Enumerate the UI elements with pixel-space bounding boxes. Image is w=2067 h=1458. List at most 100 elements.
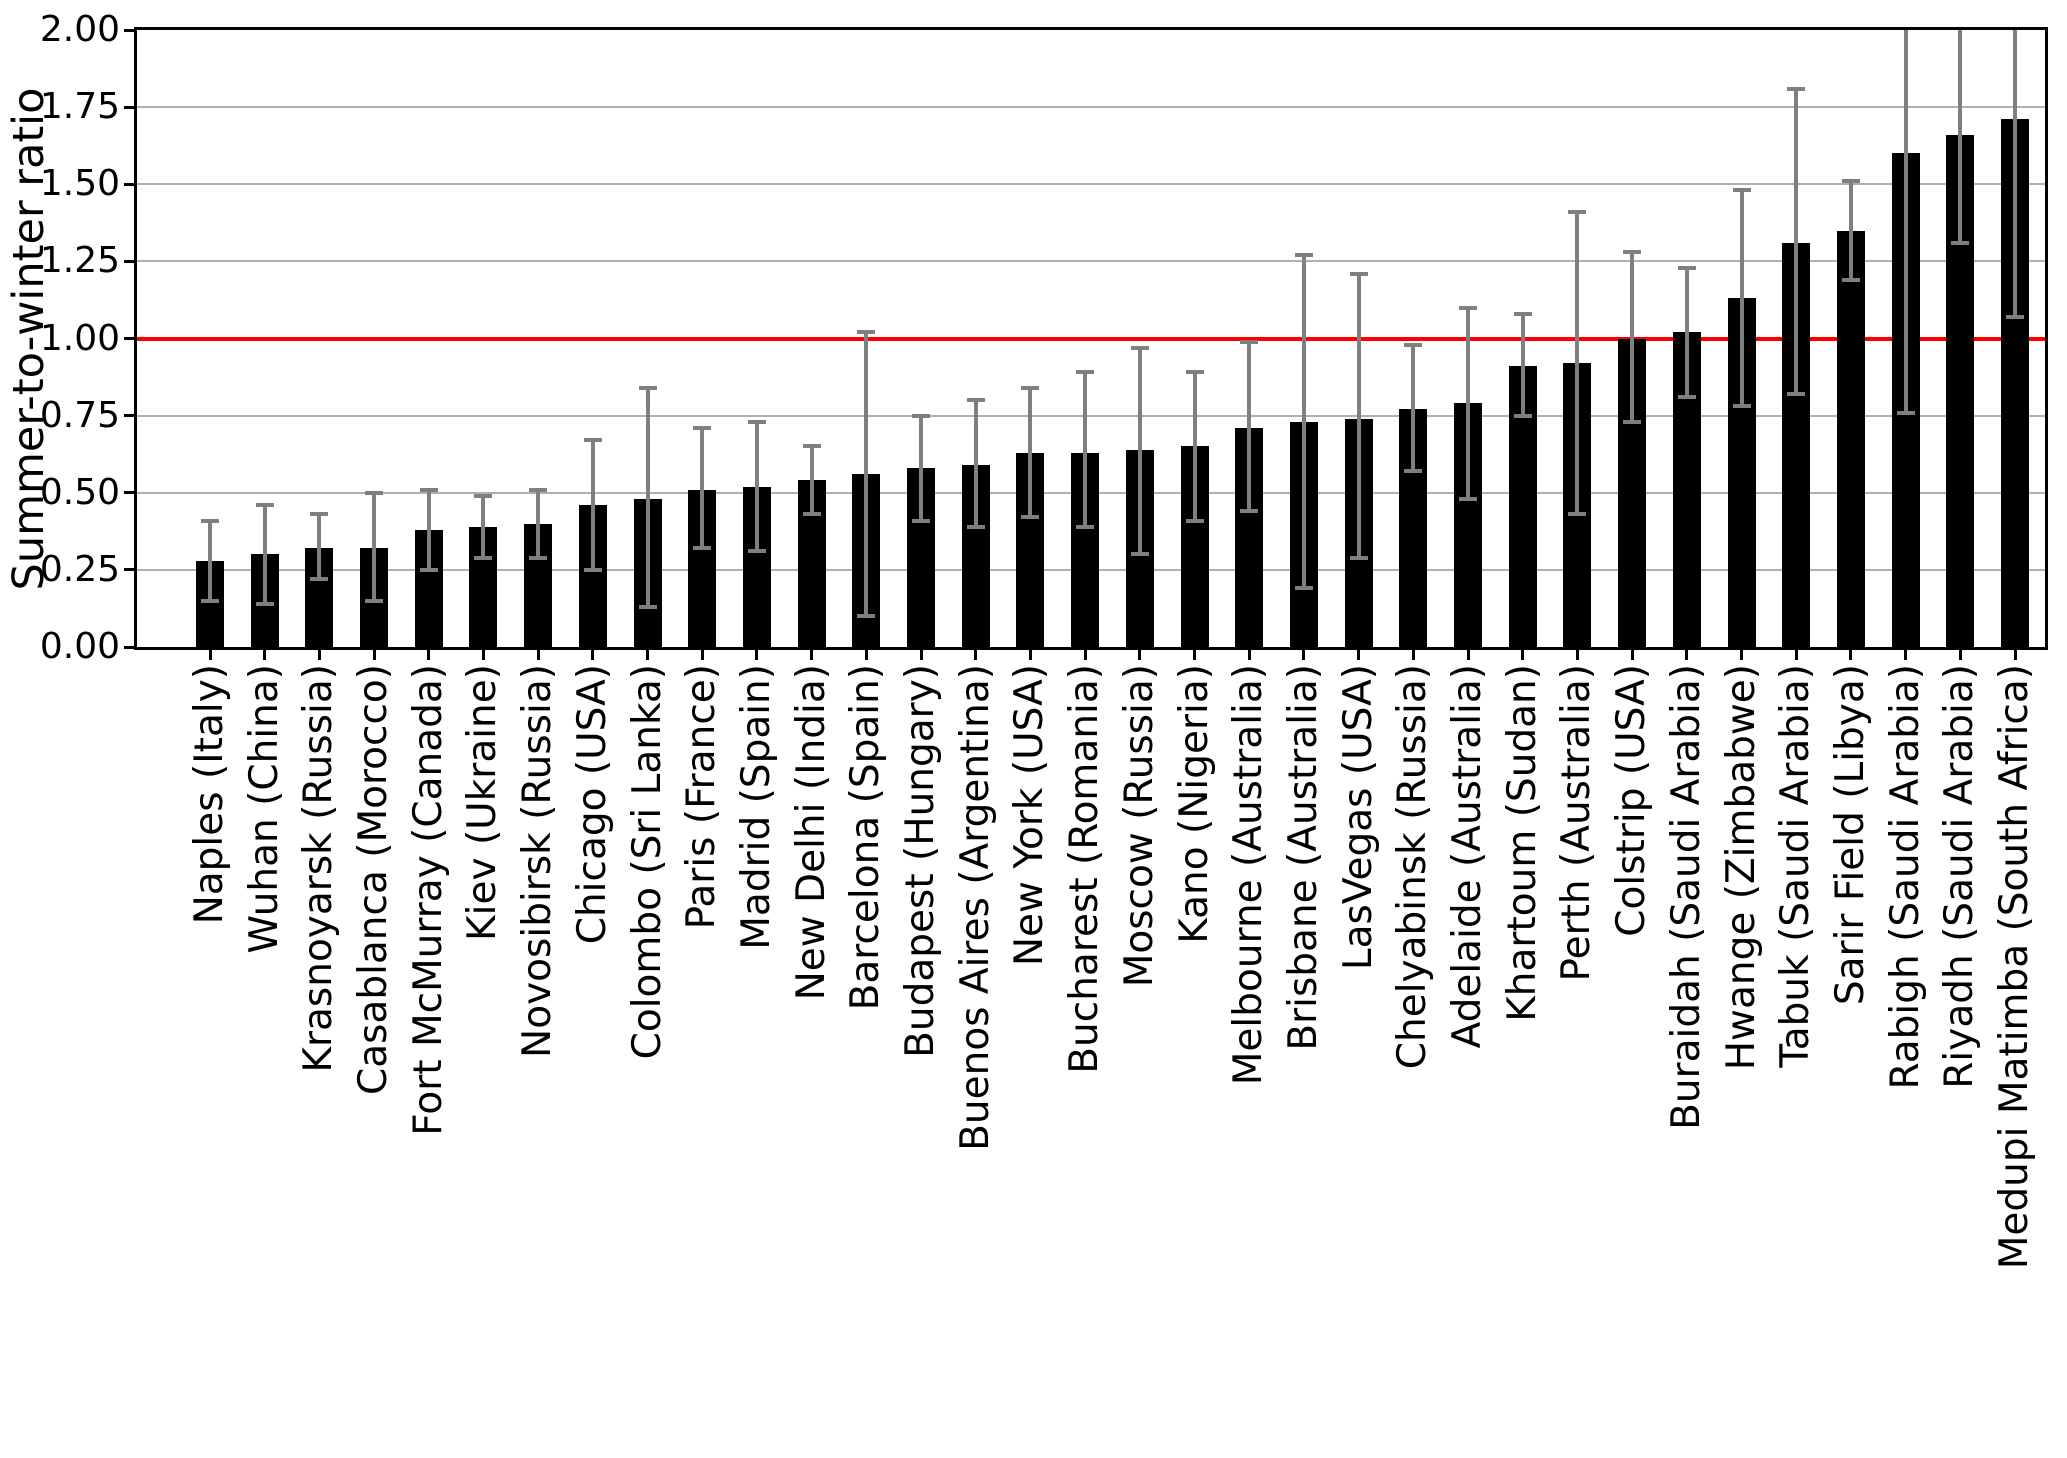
error-bar-cap-high bbox=[1568, 210, 1587, 214]
error-bar-cap-high bbox=[1732, 188, 1751, 193]
x-tick-label: Rabigh (Saudi Arabia) bbox=[1882, 664, 1928, 1090]
x-tick-mark bbox=[481, 650, 485, 660]
error-bar-cap-high bbox=[1677, 265, 1696, 270]
error-bar-cap-high bbox=[529, 487, 548, 492]
x-tick-mark bbox=[1193, 650, 1197, 660]
error-bar-line bbox=[1903, 30, 1908, 413]
y-tick-label: 2.00 bbox=[39, 9, 120, 50]
error-bar-cap-high bbox=[310, 512, 329, 517]
error-bar-cap-low bbox=[1185, 518, 1204, 523]
error-bar-cap-high bbox=[1459, 305, 1478, 310]
x-tick-mark bbox=[1575, 650, 1579, 660]
error-bar-cap-low bbox=[1787, 392, 1806, 397]
reference-line bbox=[137, 336, 2045, 341]
x-tick-mark bbox=[427, 650, 431, 660]
error-bar-cap-low bbox=[310, 577, 329, 582]
error-bar-cap-low bbox=[1896, 410, 1915, 415]
x-tick-mark bbox=[263, 650, 267, 660]
gridline bbox=[137, 183, 2045, 186]
x-tick-mark bbox=[1958, 650, 1962, 660]
error-bar-cap-low bbox=[1294, 586, 1313, 591]
error-bar-line bbox=[919, 415, 924, 521]
error-bar-cap-low bbox=[365, 598, 384, 603]
x-tick-label: Krasnoyarsk (Russia) bbox=[296, 664, 342, 1073]
error-bar-cap-low bbox=[1513, 413, 1532, 418]
y-tick-mark bbox=[124, 259, 134, 263]
x-tick-label: Casablanca (Morocco) bbox=[351, 664, 397, 1096]
error-bar-cap-low bbox=[1130, 552, 1149, 557]
x-tick-label: Medupi Matimba (South Africa) bbox=[1992, 664, 2037, 1270]
error-bar-cap-high bbox=[1240, 339, 1259, 344]
error-bar-cap-high bbox=[1841, 179, 1860, 184]
y-tick-label: 0.00 bbox=[39, 626, 120, 667]
x-tick-mark bbox=[317, 650, 321, 660]
error-bar-line bbox=[1137, 347, 1142, 555]
error-bar-cap-high bbox=[1349, 271, 1368, 276]
x-tick-mark bbox=[591, 650, 595, 660]
y-tick-mark bbox=[124, 28, 134, 32]
error-bar-line bbox=[590, 440, 595, 570]
error-bar-line bbox=[1411, 344, 1416, 472]
error-bar-line bbox=[973, 400, 978, 527]
x-tick-mark bbox=[864, 650, 868, 660]
error-bar-cap-low bbox=[1240, 509, 1259, 514]
x-tick-mark bbox=[1630, 650, 1634, 660]
error-bar-cap-low bbox=[1076, 524, 1095, 529]
x-tick-mark bbox=[1904, 650, 1908, 660]
error-bar-cap-high bbox=[1185, 370, 1204, 375]
error-bar-cap-high bbox=[474, 493, 493, 498]
x-tick-mark bbox=[1849, 650, 1853, 660]
error-bar-cap-low bbox=[474, 555, 493, 560]
error-bar-line bbox=[372, 492, 377, 601]
error-bar-cap-high bbox=[255, 503, 274, 508]
error-bar-line bbox=[1083, 372, 1088, 527]
y-tick-label: 1.75 bbox=[39, 86, 120, 128]
x-tick-label: Brisbane (Australia) bbox=[1280, 664, 1326, 1051]
error-bar-line bbox=[1794, 88, 1799, 395]
y-tick-label: 1.25 bbox=[39, 240, 120, 282]
gridline bbox=[137, 106, 2045, 109]
error-bar-cap-high bbox=[201, 518, 219, 523]
error-bar-cap-high bbox=[1130, 345, 1149, 350]
error-bar-cap-high bbox=[693, 425, 712, 430]
x-tick-mark bbox=[1740, 650, 1743, 660]
x-tick-label: LasVegas (USA) bbox=[1335, 664, 1381, 971]
x-tick-mark bbox=[919, 650, 923, 660]
error-bar-line bbox=[1356, 273, 1361, 558]
x-tick-mark bbox=[1247, 650, 1251, 660]
x-tick-label: Wuhan (China) bbox=[241, 664, 287, 954]
error-bar-cap-high bbox=[857, 330, 876, 335]
x-tick-label: Colombo (Sri Lanka) bbox=[624, 664, 670, 1060]
error-bar-cap-high bbox=[1623, 250, 1642, 255]
y-tick-mark bbox=[124, 491, 134, 495]
x-tick-label: Kiev (Ukraine) bbox=[460, 664, 506, 941]
x-tick-mark bbox=[1357, 650, 1361, 660]
error-bar-cap-low bbox=[1568, 512, 1587, 517]
x-tick-label: Tabuk (Saudi Arabia) bbox=[1773, 664, 1819, 1068]
error-bar-line bbox=[1301, 255, 1306, 589]
error-bar-cap-low bbox=[912, 518, 931, 523]
error-bar-line bbox=[1466, 307, 1471, 499]
x-tick-label: Kano (Nigeria) bbox=[1171, 664, 1217, 944]
y-tick-mark bbox=[124, 337, 134, 340]
gridline bbox=[137, 414, 2045, 417]
y-tick-label: 0.75 bbox=[39, 394, 120, 436]
x-tick-mark bbox=[974, 650, 978, 660]
x-tick-label: Fort McMurray (Canada) bbox=[405, 664, 451, 1136]
y-tick-label: 0.50 bbox=[39, 471, 120, 513]
error-bar-line bbox=[864, 332, 869, 617]
x-tick-label: Colstrip (USA) bbox=[1609, 664, 1655, 937]
x-tick-mark bbox=[1028, 650, 1032, 660]
error-bar-cap-low bbox=[693, 546, 712, 551]
x-tick-label: New Delhi (India) bbox=[788, 664, 834, 1001]
x-tick-mark bbox=[1466, 650, 1470, 660]
error-bar-line bbox=[645, 387, 650, 607]
x-tick-mark bbox=[1083, 650, 1087, 660]
error-bar-line bbox=[1684, 267, 1689, 398]
error-bar-line bbox=[1630, 252, 1635, 422]
x-tick-label: Buraidah (Saudi Arabia) bbox=[1663, 664, 1709, 1130]
x-tick-label: Buenos Aires (Argentina) bbox=[952, 664, 998, 1151]
error-bar-line bbox=[1520, 313, 1525, 416]
error-bar-cap-low bbox=[1951, 240, 1970, 245]
x-tick-label: Chelyabinsk (Russia) bbox=[1390, 664, 1436, 1070]
